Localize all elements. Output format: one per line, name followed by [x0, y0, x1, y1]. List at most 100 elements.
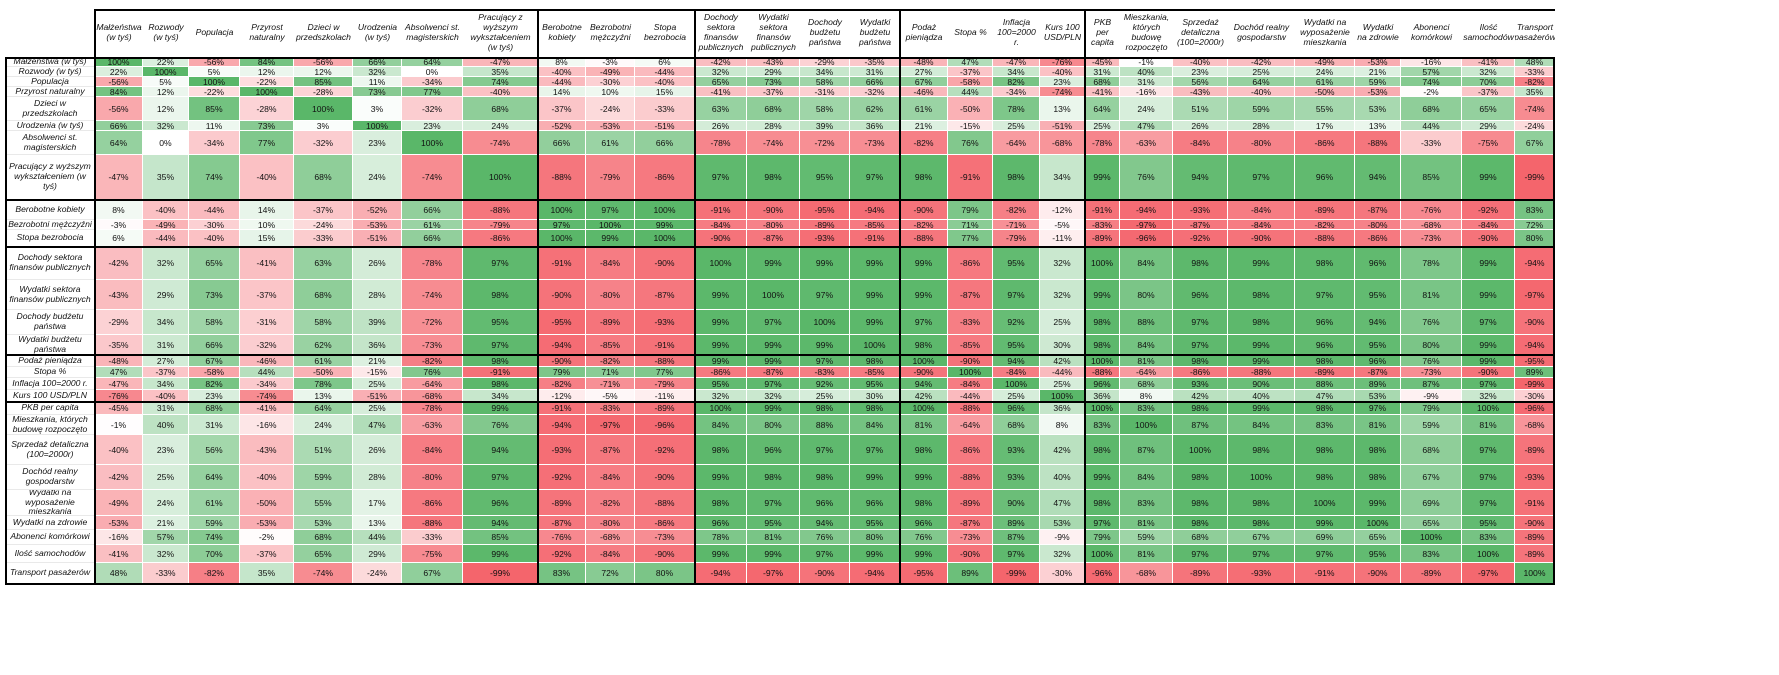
heatmap-cell: 97%: [1228, 155, 1295, 200]
heatmap-cell: -87%: [1173, 220, 1228, 230]
heatmap-cell: 98%: [800, 402, 850, 415]
heatmap-cell: 76%: [948, 131, 993, 155]
col-header-urodzenia-w-tys: Urodzenia (w tyś): [357, 22, 398, 42]
heatmap-cell: 95%: [747, 516, 800, 530]
heatmap-cell: -90%: [1355, 563, 1401, 584]
heatmap-cell: 98%: [695, 490, 747, 516]
heatmap-cell: 71%: [948, 220, 993, 230]
heatmap-cell: 97%: [586, 200, 635, 220]
heatmap-cell: -93%: [1515, 465, 1555, 490]
heatmap-cell: -91%: [1085, 200, 1120, 220]
heatmap-cell: 84%: [1228, 415, 1295, 435]
heatmap-cell: 87%: [1120, 435, 1173, 465]
heatmap-cell: 25%: [993, 121, 1040, 131]
heatmap-cell: 39%: [800, 121, 850, 131]
col-header-absolwenci-st-magisterskich: Absolwenci st. magisterskich: [405, 22, 460, 42]
grid-bottom-border: [5, 583, 1555, 585]
heatmap-cell: 94%: [463, 516, 538, 530]
heatmap-cell: 55%: [294, 490, 353, 516]
heatmap-cell: -95%: [800, 200, 850, 220]
heatmap-cell: 100%: [695, 247, 747, 280]
heatmap-cell: 59%: [189, 516, 240, 530]
heatmap-cell: 10%: [240, 220, 294, 230]
heatmap-cell: 99%: [1228, 247, 1295, 280]
heatmap-cell: 80%: [1120, 280, 1173, 310]
heatmap-cell: 97%: [800, 355, 850, 367]
heatmap-cell: -90%: [948, 545, 993, 563]
heatmap-cell: -87%: [1355, 367, 1401, 378]
col-header-malzenstwa-w-tys: Małżeństwa (w tyś): [96, 22, 142, 42]
heatmap-cell: -9%: [1040, 530, 1085, 545]
heatmap-cell: 28%: [1228, 121, 1295, 131]
group-divider-vertical: [899, 9, 901, 584]
heatmap-cell: -41%: [1085, 87, 1120, 97]
heatmap-cell: -93%: [1228, 563, 1295, 584]
heatmap-cell: -49%: [143, 220, 189, 230]
heatmap-cell: 66%: [635, 131, 695, 155]
heatmap-cell: 73%: [189, 280, 240, 310]
heatmap-cell: -91%: [695, 200, 747, 220]
grid-top-border: [5, 57, 1555, 59]
heatmap-cell: 93%: [993, 465, 1040, 490]
heatmap-cell: -52%: [538, 121, 586, 131]
col-header-wydatki-na-wyposazenie-mieszkania: Wydatki na wyposażenie mieszkania: [1300, 17, 1350, 47]
heatmap-cell: -50%: [240, 490, 294, 516]
heatmap-cell: -89%: [635, 402, 695, 415]
heatmap-cell: 100%: [800, 310, 850, 335]
col-header-berobotne-kobiety: Berobotne kobiety: [542, 22, 582, 42]
heatmap-cell: 40%: [1040, 465, 1085, 490]
heatmap-cell: 29%: [143, 280, 189, 310]
heatmap-cell: 99%: [1462, 355, 1515, 367]
heatmap-cell: 99%: [1228, 335, 1295, 355]
heatmap-cell: 97%: [1462, 465, 1515, 490]
heatmap-cell: 68%: [189, 402, 240, 415]
heatmap-cell: 34%: [1040, 155, 1085, 200]
heatmap-cell: -53%: [95, 516, 143, 530]
heatmap-cell: 25%: [1085, 121, 1120, 131]
heatmap-cell: -47%: [993, 57, 1040, 67]
heatmap-cell: -35%: [95, 335, 143, 355]
heatmap-cell: 79%: [1401, 402, 1462, 415]
heatmap-cell: -37%: [294, 200, 353, 220]
heatmap-cell: 100%: [240, 87, 294, 97]
heatmap-cell: 95%: [993, 335, 1040, 355]
heatmap-cell: 47%: [95, 367, 143, 378]
group-divider-horizontal: [5, 401, 1555, 403]
heatmap-cell: 65%: [294, 545, 353, 563]
heatmap-cell: 77%: [240, 131, 294, 155]
heatmap-cell: 34%: [800, 67, 850, 77]
row-label-bezrobotni-mezczyzni: Bezrobotni mężczyźni: [5, 220, 95, 230]
heatmap-cell: 72%: [586, 563, 635, 584]
col-header-kurs-100-usd-pln: Kurs 100 USD/PLN: [1043, 22, 1082, 42]
heatmap-cell: 98%: [1085, 490, 1120, 516]
heatmap-cell: 12%: [294, 67, 353, 77]
heatmap-cell: 97%: [900, 310, 948, 335]
heatmap-cell: -15%: [353, 367, 402, 378]
heatmap-cell: -94%: [850, 563, 900, 584]
heatmap-cell: -89%: [1085, 230, 1120, 247]
heatmap-cell: -24%: [353, 563, 402, 584]
heatmap-cell: -90%: [800, 563, 850, 584]
heatmap-cell: 94%: [463, 435, 538, 465]
heatmap-cell: -40%: [240, 465, 294, 490]
heatmap-cell: 94%: [800, 516, 850, 530]
heatmap-cell: 88%: [800, 415, 850, 435]
heatmap-cell: -41%: [240, 402, 294, 415]
heatmap-cell: -91%: [948, 155, 993, 200]
heatmap-cell: -82%: [402, 355, 463, 367]
heatmap-cell: -78%: [402, 247, 463, 280]
heatmap-cell: 95%: [463, 310, 538, 335]
heatmap-cell: -56%: [95, 97, 143, 121]
heatmap-cell: -88%: [1228, 367, 1295, 378]
heatmap-cell: 58%: [800, 97, 850, 121]
heatmap-cell: -51%: [635, 121, 695, 131]
heatmap-cell: -51%: [353, 230, 402, 247]
row-label-podaz-pieniadza: Podaż pieniądza: [5, 355, 95, 367]
heatmap-cell: -82%: [189, 563, 240, 584]
heatmap-cell: 81%: [1120, 545, 1173, 563]
heatmap-cell: -50%: [1295, 87, 1355, 97]
heatmap-cell: -53%: [353, 220, 402, 230]
heatmap-cell: 98%: [463, 355, 538, 367]
heatmap-cell: 29%: [353, 545, 402, 563]
heatmap-cell: 97%: [1173, 310, 1228, 335]
